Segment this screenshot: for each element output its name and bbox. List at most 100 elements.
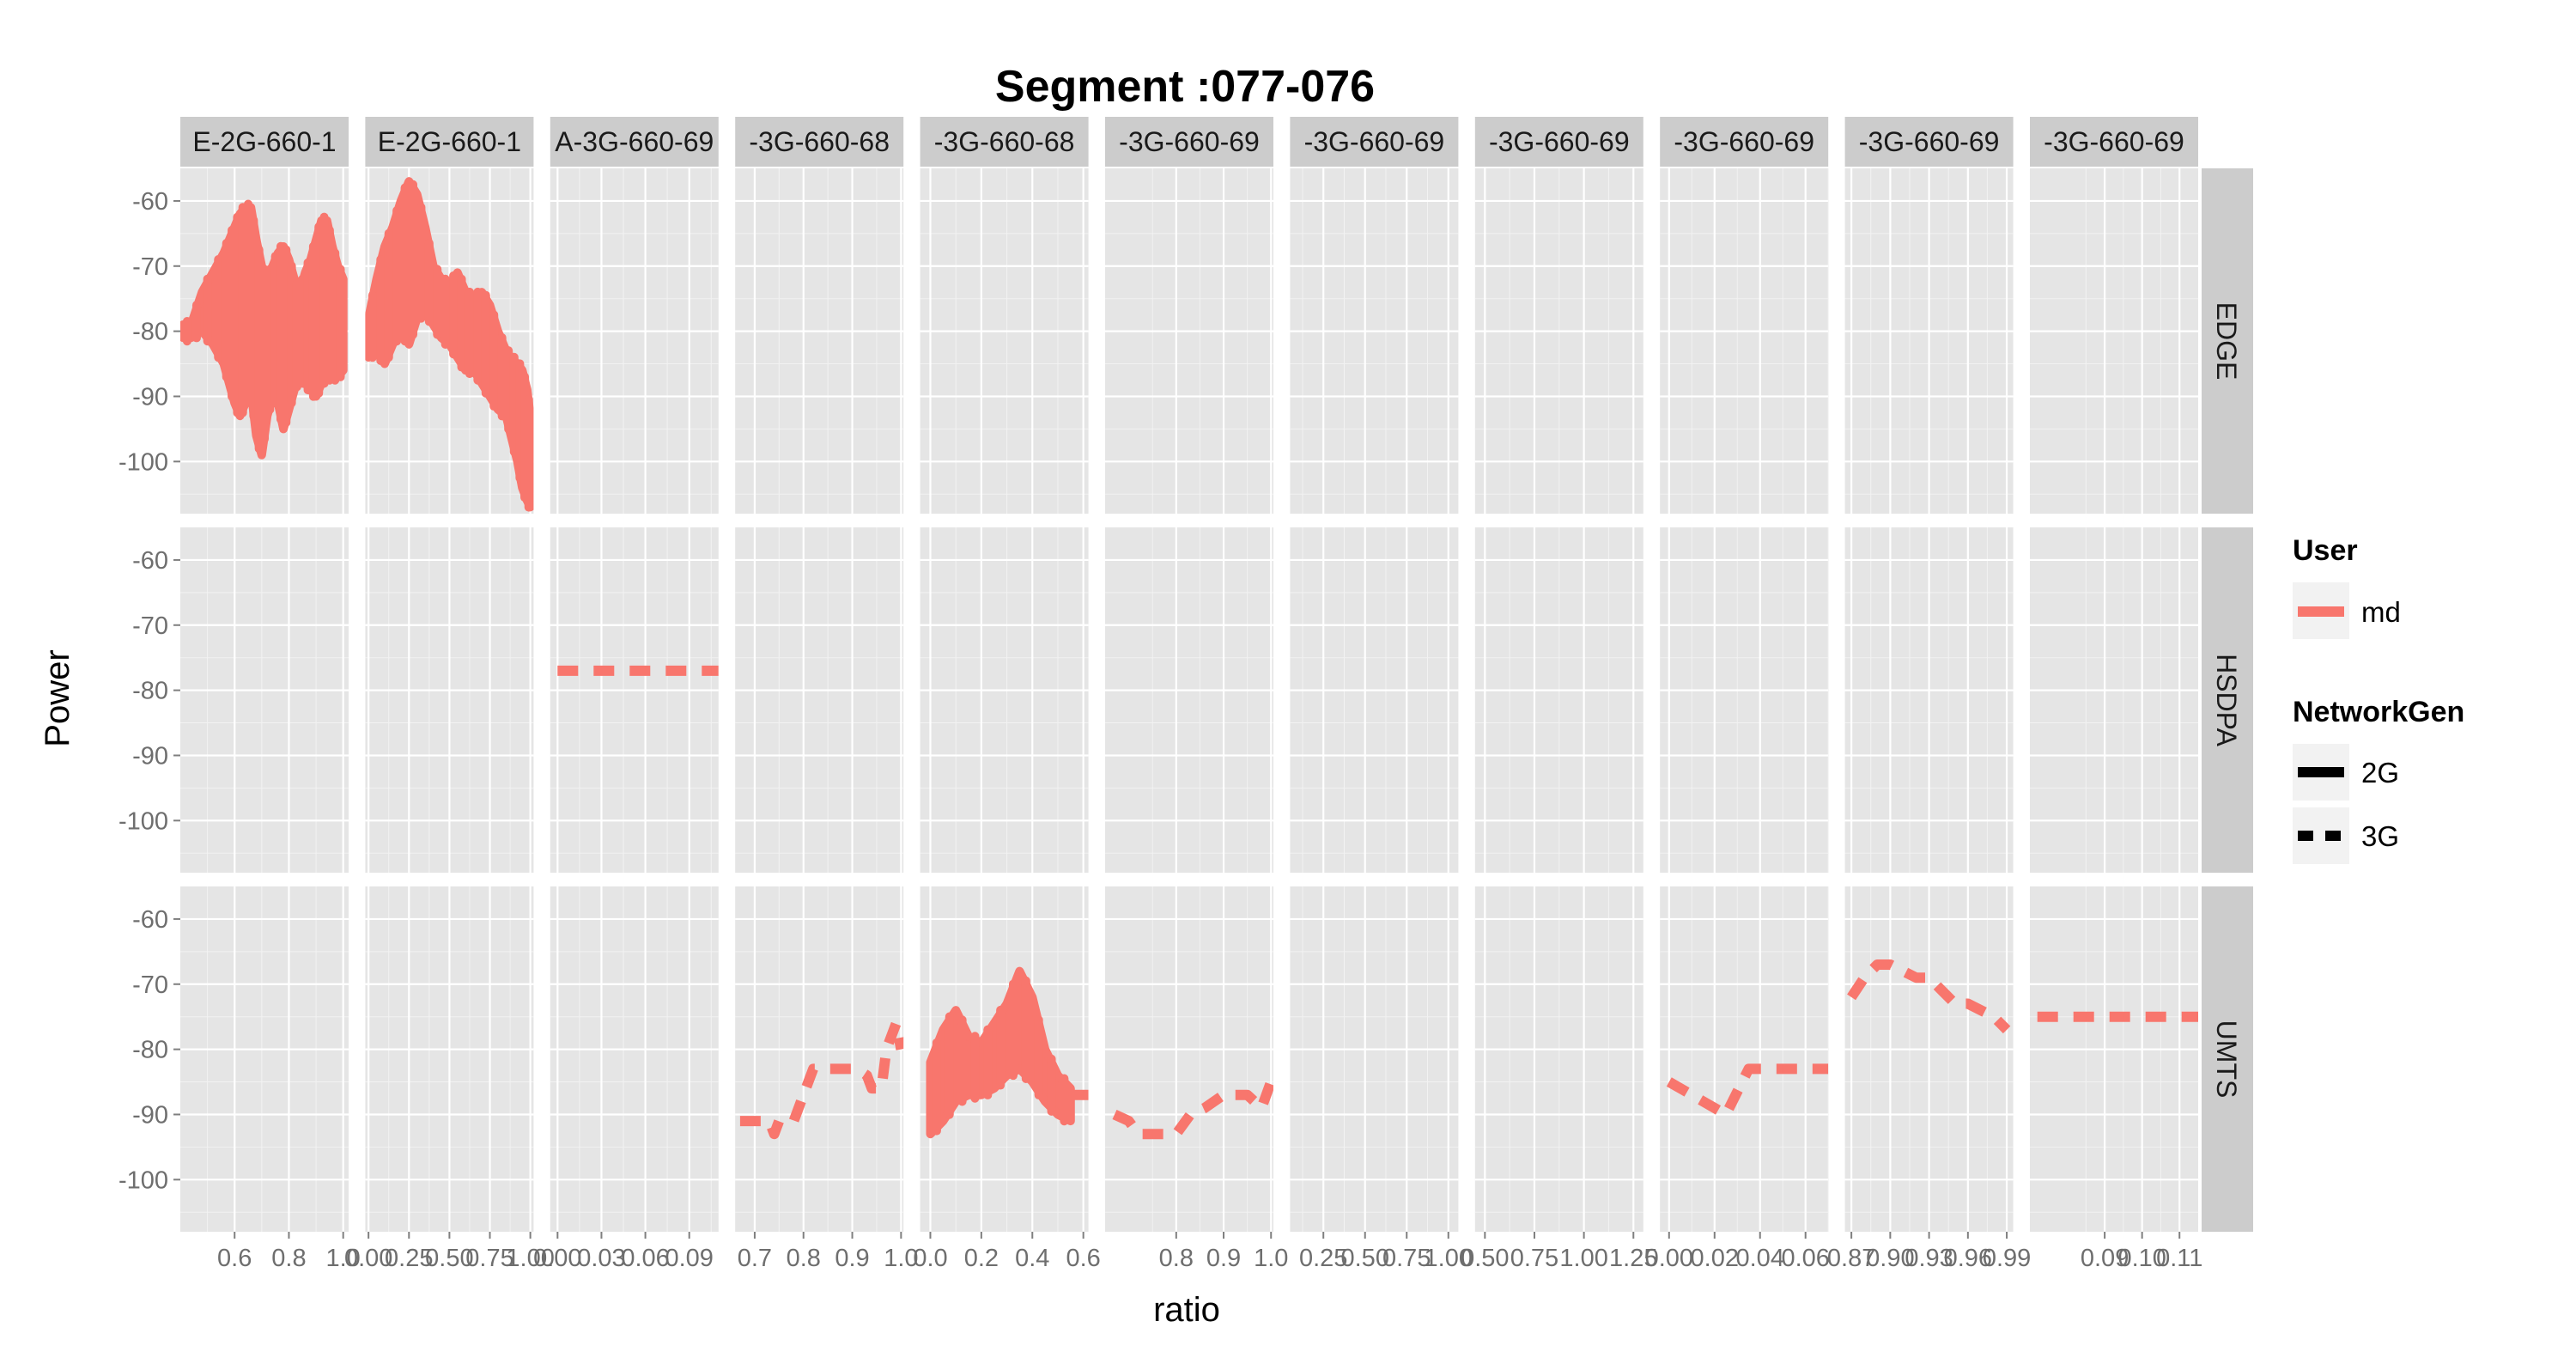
- data-line-md: [1847, 959, 2011, 1034]
- row-strip: [2202, 527, 2253, 873]
- panel-background: [1105, 527, 1273, 873]
- facet-panel: [1844, 527, 2014, 873]
- panel-background: [1105, 886, 1273, 1232]
- x-tick-label: 0.9: [835, 1245, 869, 1272]
- x-tick-label: 0.0: [913, 1245, 947, 1272]
- facet-panel: [2030, 527, 2198, 873]
- x-tick-label: 0.8: [1159, 1245, 1194, 1272]
- x-tick-label: 0.25: [385, 1245, 433, 1272]
- panel-background: [2030, 886, 2198, 1232]
- facet-panel: [1105, 886, 1273, 1232]
- x-tick-label: 0.50: [1341, 1245, 1389, 1272]
- x-tick-label: 0.4: [1015, 1245, 1049, 1272]
- x-axis-ticks: 0.6 0.8 1.00.000.250.500.751.000.000.030.0…: [217, 1232, 2202, 1272]
- panel-background: [1290, 168, 1459, 514]
- facet-panel: [735, 168, 904, 514]
- panel-background: [1660, 168, 1829, 514]
- x-tick-label: 0.04: [1736, 1245, 1784, 1272]
- row-strip: [2202, 886, 2253, 1232]
- x-tick-label: 0.03: [577, 1245, 625, 1272]
- facet-panel: [920, 168, 1089, 514]
- data-line-md: [1666, 1063, 1829, 1120]
- facet-panel: [1474, 886, 1643, 1232]
- column-strip: [365, 117, 534, 167]
- x-tick-label: 0.6: [217, 1245, 252, 1272]
- y-tick-label: -100: [118, 448, 168, 476]
- panel-background: [550, 886, 719, 1232]
- column-strip: [1844, 117, 2014, 167]
- facet-panel: [1290, 527, 1459, 873]
- column-strip-label: E-2G-660-1: [192, 126, 336, 157]
- y-tick-label: -60: [132, 906, 168, 934]
- facet-panel: [1844, 886, 2014, 1232]
- column-strip: [2030, 117, 2198, 167]
- x-tick-label: 1.00: [506, 1245, 554, 1272]
- row-strip-label: HSDPA: [2211, 654, 2242, 747]
- facet-panel: [180, 527, 349, 873]
- panel-background: [1660, 527, 1829, 873]
- facet-panel: [735, 527, 904, 873]
- legend-title-user: User: [2293, 534, 2358, 567]
- column-strip: [1660, 117, 1829, 167]
- y-tick-label: -90: [132, 742, 168, 770]
- column-strip-label: -3G-660-69: [1304, 126, 1445, 157]
- x-tick-label: 0.06: [621, 1245, 669, 1272]
- x-tick-label: 0.02: [1691, 1245, 1739, 1272]
- y-tick-label: -90: [132, 1101, 168, 1129]
- column-strip-label: -3G-660-69: [1489, 126, 1630, 157]
- panel-background: [550, 168, 719, 514]
- facet-panels: [180, 168, 2198, 1232]
- x-tick-label: 0.7: [738, 1245, 772, 1272]
- panel-background: [180, 527, 349, 873]
- x-tick-label: 0.25: [1299, 1245, 1347, 1272]
- column-strip-label: -3G-660-68: [749, 126, 890, 157]
- data-line-md: [739, 1018, 904, 1140]
- column-strip-label: E-2G-660-1: [378, 126, 521, 157]
- x-tick-label: 0.11: [2156, 1245, 2202, 1272]
- x-tick-label: 0.09: [665, 1245, 713, 1272]
- legend-title-networkgen: NetworkGen: [2293, 696, 2464, 728]
- facet-panel: [1844, 168, 2014, 514]
- column-strip-label: -3G-660-69: [1859, 126, 2000, 157]
- column-strip: [735, 117, 904, 167]
- x-tick-label: 0.93: [1905, 1245, 1953, 1272]
- x-tick-label: 0.8: [271, 1245, 306, 1272]
- y-tick-label: -70: [132, 612, 168, 640]
- x-tick-label: 0.06: [1781, 1245, 1829, 1272]
- x-tick-label: 0.8: [787, 1245, 821, 1272]
- column-strip-label: -3G-660-69: [1674, 126, 1814, 157]
- x-tick-label: 0.00: [533, 1245, 581, 1272]
- x-tick-label: 0.75: [1382, 1245, 1431, 1272]
- column-strip: [550, 117, 719, 167]
- y-tick-label: -60: [132, 547, 168, 575]
- legend-label-2g: 2G: [2361, 757, 2399, 789]
- x-tick-label: 1.0: [884, 1245, 918, 1272]
- x-tick-label: 0.09: [2081, 1245, 2129, 1272]
- column-strip: [1474, 117, 1643, 167]
- y-axis-title: Power: [39, 649, 76, 746]
- panel-background: [1660, 886, 1829, 1232]
- x-tick-label: 0.9: [1206, 1245, 1241, 1272]
- row-strip-label: EDGE: [2211, 302, 2242, 381]
- facet-strips: E-2G-660-1 E-2G-660-1 A-3G-660-69 -3G-660-6…: [180, 117, 2253, 1232]
- x-tick-label: 1.25: [1609, 1245, 1657, 1272]
- y-tick-label: -100: [118, 1166, 168, 1194]
- facet-panel: [1474, 168, 1643, 514]
- y-axis-ticks: -100 -90 -80 -70 -60 -100 -90 -80 -70 -60 -100 -90 -…: [118, 188, 180, 1194]
- panel-background: [550, 527, 719, 873]
- x-tick-label: 0.75: [465, 1245, 513, 1272]
- x-tick-label: 0.2: [964, 1245, 999, 1272]
- row-strip-label: UMTS: [2211, 1020, 2242, 1099]
- facet-panel: [735, 886, 904, 1232]
- x-tick-label: 1.0: [1254, 1245, 1288, 1272]
- x-tick-label: 0.00: [344, 1245, 392, 1272]
- column-strip-label: A-3G-660-69: [555, 126, 714, 157]
- y-tick-label: -70: [132, 253, 168, 281]
- panel-background: [1290, 527, 1459, 873]
- x-tick-label: 0.87: [1827, 1245, 1875, 1272]
- facet-panel: [1105, 527, 1273, 873]
- column-strip-label: -3G-660-69: [1119, 126, 1260, 157]
- x-tick-label: 0.99: [1983, 1245, 2031, 1272]
- panel-background: [735, 168, 904, 514]
- facet-panel: [1660, 886, 1829, 1232]
